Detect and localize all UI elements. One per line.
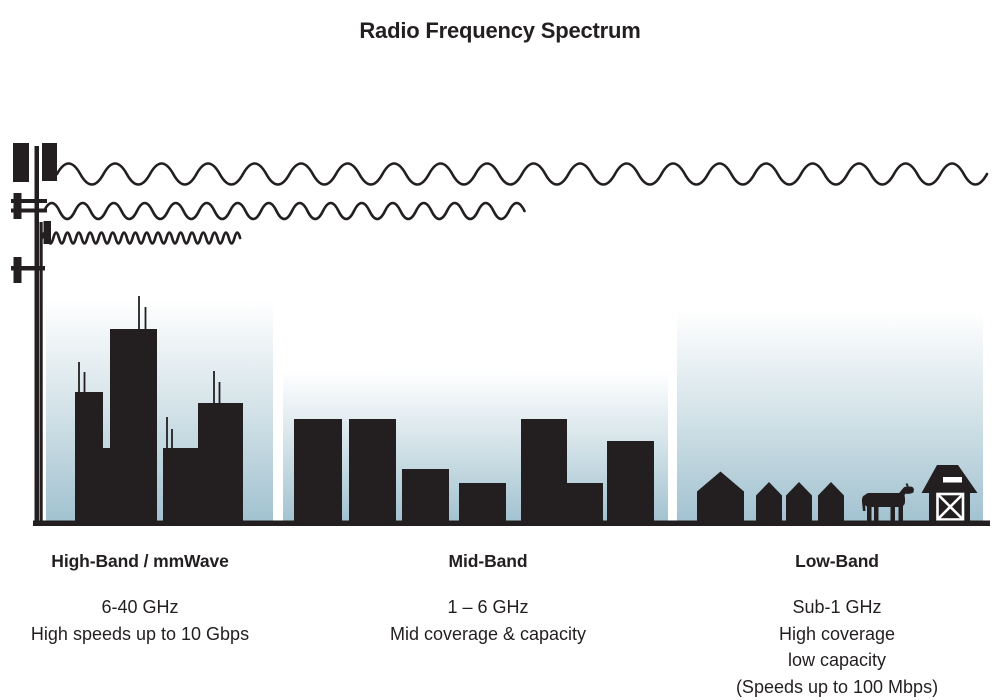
band-detail: (Speeds up to 100 Mbps): [735, 676, 939, 697]
wave-short-wavelength-icon: [40, 231, 242, 245]
band-name: High-Band / mmWave: [51, 551, 229, 571]
house-icon: [786, 482, 812, 522]
band-name: Mid-Band: [448, 551, 528, 571]
house-icon: [818, 482, 844, 522]
wave-medium-wavelength-icon: [42, 201, 526, 221]
band-detail: High coverage: [778, 623, 896, 644]
band-detail: Mid coverage & capacity: [389, 623, 587, 644]
page-title: Radio Frequency Spectrum: [359, 17, 641, 43]
mid-band-skyline: [294, 419, 654, 522]
band-frequency: Sub-1 GHz: [792, 597, 882, 617]
band-frequency: 1 – 6 GHz: [447, 597, 529, 617]
wave-long-wavelength-icon: [55, 162, 989, 186]
band-frequency: 6-40 GHz: [101, 597, 179, 617]
ground-line: [33, 520, 990, 526]
band-label-high: High-Band / mmWave 6-40 GHz High speeds …: [0, 551, 300, 647]
band-name: Low-Band: [795, 551, 879, 571]
band-detail: High speeds up to 10 Gbps: [30, 623, 250, 644]
cell-tower-icon: [11, 143, 57, 522]
band-label-mid: Mid-Band 1 – 6 GHz Mid coverage & capaci…: [328, 551, 648, 647]
house-icon: [756, 482, 782, 522]
cow-icon: [861, 483, 914, 521]
band-detail: low capacity: [787, 650, 887, 670]
low-band-farm: [697, 465, 978, 522]
spectrum-illustration: [11, 143, 990, 526]
house-icon: [697, 471, 744, 522]
high-band-skyline: [75, 296, 243, 522]
barn-icon: [921, 465, 978, 522]
band-label-low: Low-Band Sub-1 GHz High coverage low cap…: [677, 551, 997, 700]
